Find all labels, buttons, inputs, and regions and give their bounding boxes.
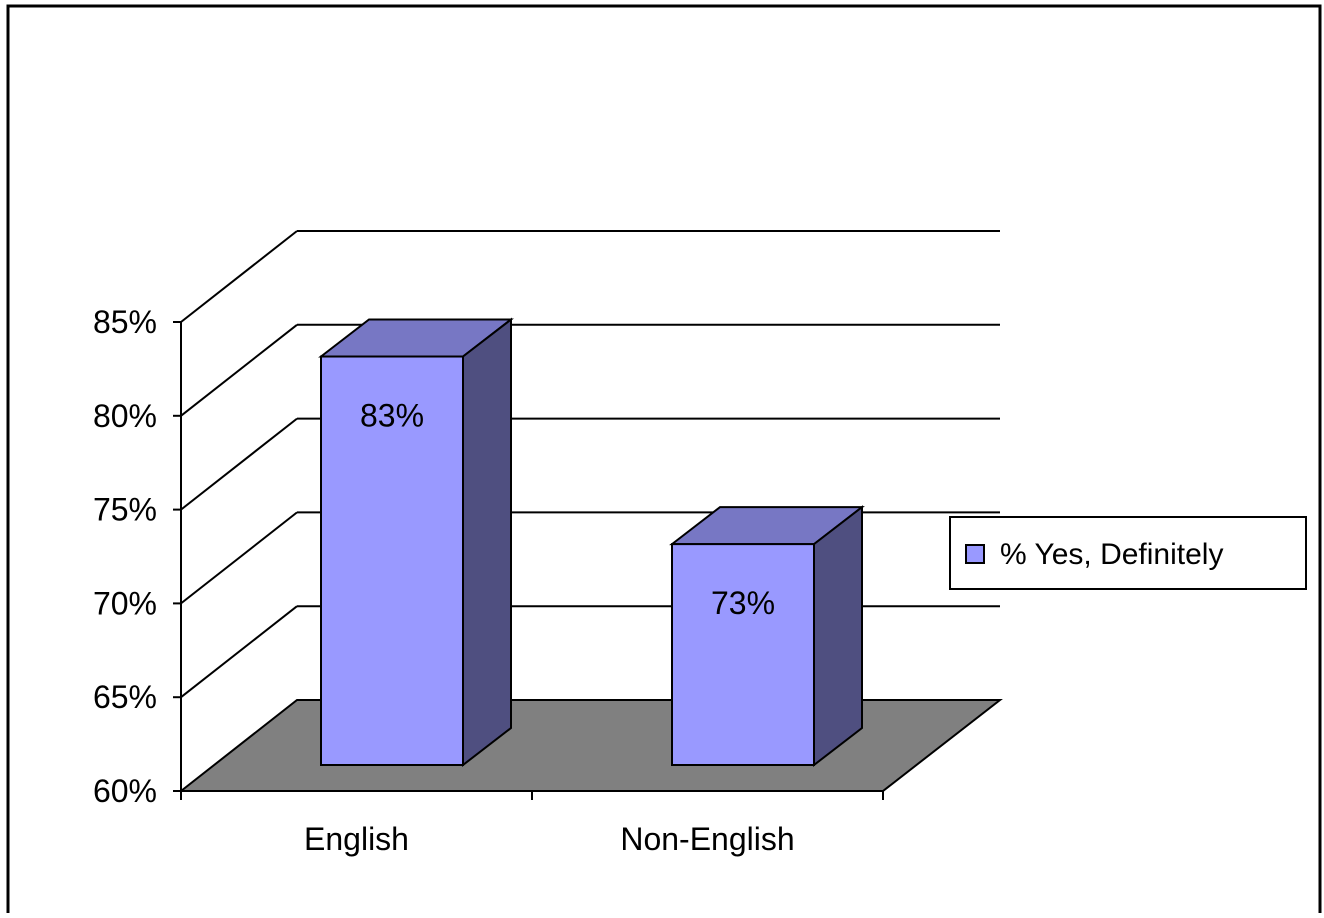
x-tick-label: English <box>304 821 409 857</box>
gridline-side <box>180 230 298 323</box>
y-axis-tick-labels: 60% 65% 70% 75% 80% 85% <box>93 304 157 809</box>
legend-label: % Yes, Definitely <box>1000 538 1223 571</box>
legend: % Yes, Definitely <box>949 516 1307 590</box>
x-axis-tick-labels: English Non-English <box>304 821 795 857</box>
legend-box <box>949 516 1307 590</box>
gridline-side <box>180 324 298 417</box>
bar-side-face <box>813 505 863 768</box>
legend-swatch <box>965 544 985 564</box>
y-tick-label: 75% <box>93 492 157 528</box>
bar-front-face <box>671 543 815 766</box>
bars <box>318 317 865 768</box>
bar-front-face <box>320 355 464 766</box>
data-label: 83% <box>360 398 424 434</box>
gridline-side <box>180 511 298 605</box>
chart-floor <box>178 699 1003 792</box>
gridline-side <box>180 417 298 511</box>
data-labels: 83% 73% <box>360 398 775 622</box>
bar-2 <box>669 505 865 768</box>
bar-side-face <box>462 317 512 768</box>
y-tick-label: 85% <box>93 304 157 340</box>
y-axis <box>173 321 884 800</box>
bar-1 <box>318 317 514 768</box>
y-tick-label: 70% <box>93 585 157 621</box>
y-tick-label: 80% <box>93 398 157 434</box>
data-label: 73% <box>711 585 775 621</box>
y-tick-label: 65% <box>93 679 157 715</box>
y-tick-label: 60% <box>93 773 157 809</box>
x-tick-label: Non-English <box>620 821 794 857</box>
gridline-side <box>180 605 298 698</box>
